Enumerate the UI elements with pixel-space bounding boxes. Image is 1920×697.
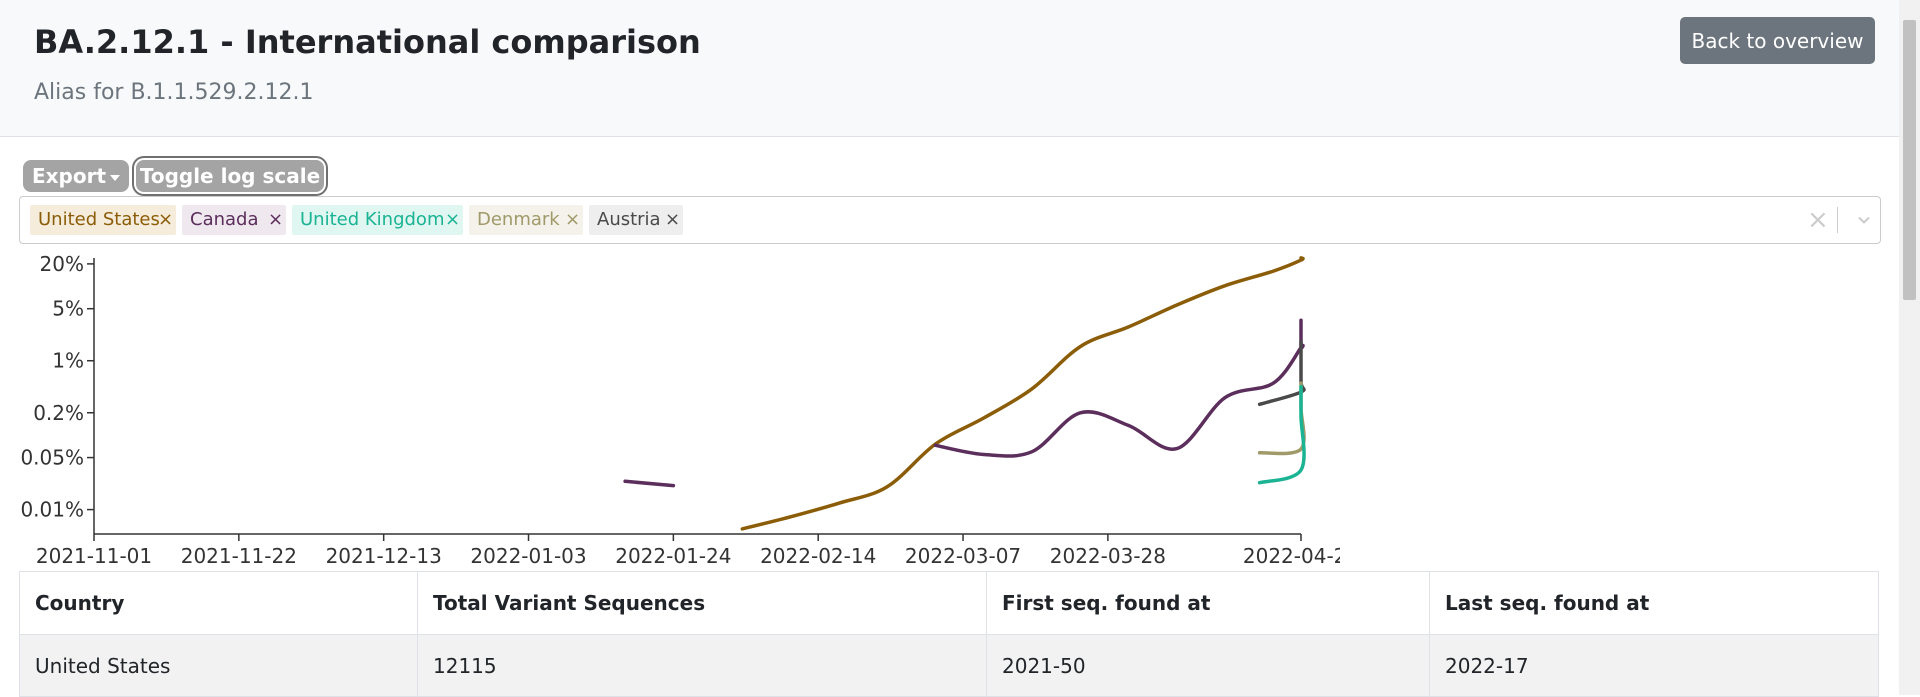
- column-header-country: Country: [19, 571, 418, 635]
- y-tick-label: 5%: [52, 297, 84, 321]
- tag-label: United Kingdom: [300, 209, 445, 230]
- y-tick-label: 0.2%: [33, 401, 84, 425]
- caret-down-icon: [110, 174, 121, 181]
- tag-4: Austria ×: [589, 205, 683, 235]
- page-header: BA.2.12.1 - International comparison Ali…: [0, 0, 1899, 137]
- tag-label: Canada: [190, 209, 259, 230]
- x-tick-label: 2021-11-01: [36, 544, 152, 568]
- y-tick-label: 0.01%: [20, 498, 84, 522]
- indicator-separator: [1837, 207, 1838, 233]
- tag-2: United Kingdom ×: [292, 205, 463, 235]
- tag-label: Denmark: [477, 209, 560, 230]
- back-to-overview-button[interactable]: Back to overview: [1680, 17, 1875, 64]
- cell-last-seq: 2022-17: [1429, 634, 1879, 697]
- page-scrollbar[interactable]: [1899, 0, 1920, 695]
- remove-tag-icon[interactable]: ×: [268, 209, 284, 230]
- tag-0: United States ×: [30, 205, 176, 235]
- x-tick-label: 2022-04-25: [1243, 544, 1340, 568]
- country-table: Country Total Variant Sequences First se…: [19, 571, 1879, 697]
- series-line-canada: [933, 318, 1305, 458]
- column-header-first-seq: First seq. found at: [986, 571, 1430, 635]
- x-tick-label: 2022-03-28: [1050, 544, 1166, 568]
- variant-proportion-chart: 20% 5% 1% 0.2% 0.05% 0.01% 2021-11-01 2021-11-2…: [20, 252, 1340, 568]
- y-tick-label: 0.05%: [20, 446, 84, 470]
- x-tick-label: 2022-01-24: [615, 544, 731, 568]
- x-tick-label: 2021-12-13: [326, 544, 442, 568]
- export-button-label: Export: [31, 164, 107, 188]
- scrollbar-thumb[interactable]: [1903, 20, 1916, 300]
- tag-label: Austria: [597, 209, 661, 230]
- clear-icon[interactable]: ×: [1807, 205, 1829, 235]
- cell-first-seq: 2021-50: [986, 634, 1430, 697]
- table-header-row: Country Total Variant Sequences First se…: [19, 571, 1879, 635]
- tag-label: United States: [38, 209, 160, 230]
- x-tick-label: 2022-03-07: [905, 544, 1021, 568]
- series-line-united-kingdom: [1257, 384, 1306, 485]
- tag-1: Canada ×: [182, 205, 286, 235]
- page-subtitle: Alias for B.1.1.529.2.12.1: [34, 80, 314, 105]
- remove-tag-icon[interactable]: ×: [445, 209, 461, 230]
- series-line-austria: [1257, 339, 1306, 407]
- y-tick-label: 20%: [40, 252, 84, 276]
- cell-country: United States: [19, 634, 418, 697]
- remove-tag-icon[interactable]: ×: [565, 209, 581, 230]
- table-row[interactable]: United States 12115 2021-50 2022-17: [19, 634, 1879, 697]
- x-tick-label: 2022-01-03: [470, 544, 586, 568]
- x-tick-label: 2022-02-14: [760, 544, 876, 568]
- column-header-last-seq: Last seq. found at: [1429, 571, 1879, 635]
- cell-total-sequences: 12115: [417, 634, 987, 697]
- y-tick-label: 1%: [52, 349, 84, 373]
- tag-3: Denmark ×: [469, 205, 583, 235]
- country-select[interactable]: United States × Canada × United Kingdom × Denm…: [19, 196, 1881, 244]
- toggle-log-scale-button[interactable]: Toggle log scale: [136, 160, 324, 192]
- series-line-canada: [623, 479, 676, 488]
- column-header-total-sequences: Total Variant Sequences: [417, 571, 987, 635]
- series-line-united-states: [740, 256, 1305, 531]
- remove-tag-icon[interactable]: ×: [158, 209, 174, 230]
- page-title: BA.2.12.1 - International comparison: [34, 23, 701, 61]
- export-button[interactable]: Export: [23, 160, 129, 192]
- remove-tag-icon[interactable]: ×: [665, 209, 681, 230]
- chevron-down-icon[interactable]: [1858, 214, 1870, 226]
- x-tick-label: 2021-11-22: [181, 544, 297, 568]
